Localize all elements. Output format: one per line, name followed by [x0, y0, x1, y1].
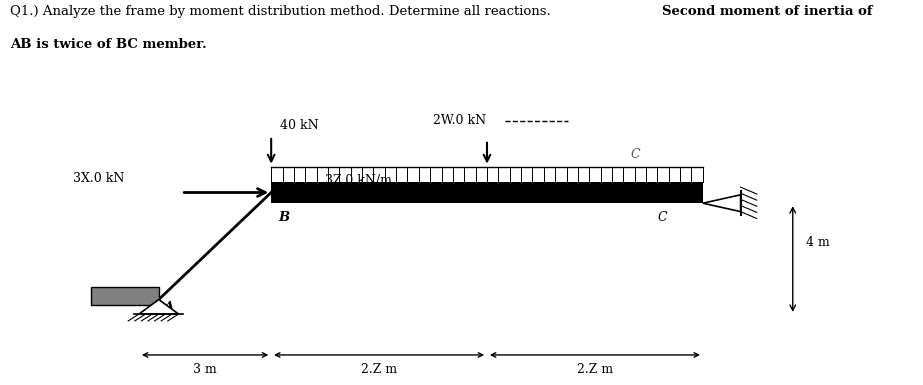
- Polygon shape: [139, 300, 178, 314]
- Text: 40 kN: 40 kN: [281, 119, 318, 132]
- Text: C: C: [631, 148, 641, 161]
- Text: AB is twice of BC member.: AB is twice of BC member.: [10, 38, 207, 51]
- Text: 2W.0 kN: 2W.0 kN: [433, 114, 486, 127]
- Text: 2.Z m: 2.Z m: [361, 363, 397, 376]
- Text: C: C: [657, 211, 666, 224]
- Polygon shape: [702, 195, 740, 212]
- Bar: [271, 182, 702, 203]
- Text: B: B: [279, 211, 290, 224]
- Text: 3X.0 kN: 3X.0 kN: [73, 172, 125, 185]
- Text: Second moment of inertia of: Second moment of inertia of: [663, 5, 873, 18]
- Text: 3Z.0 kN/m: 3Z.0 kN/m: [325, 174, 392, 187]
- Text: Q1.) Analyze the frame by moment distribution method. Determine all reactions.: Q1.) Analyze the frame by moment distrib…: [10, 5, 556, 18]
- Text: A: A: [163, 301, 174, 315]
- Text: 4 m: 4 m: [807, 236, 830, 249]
- Bar: [91, 288, 159, 305]
- Text: 2.Z m: 2.Z m: [577, 363, 613, 376]
- Text: 3 m: 3 m: [193, 363, 217, 376]
